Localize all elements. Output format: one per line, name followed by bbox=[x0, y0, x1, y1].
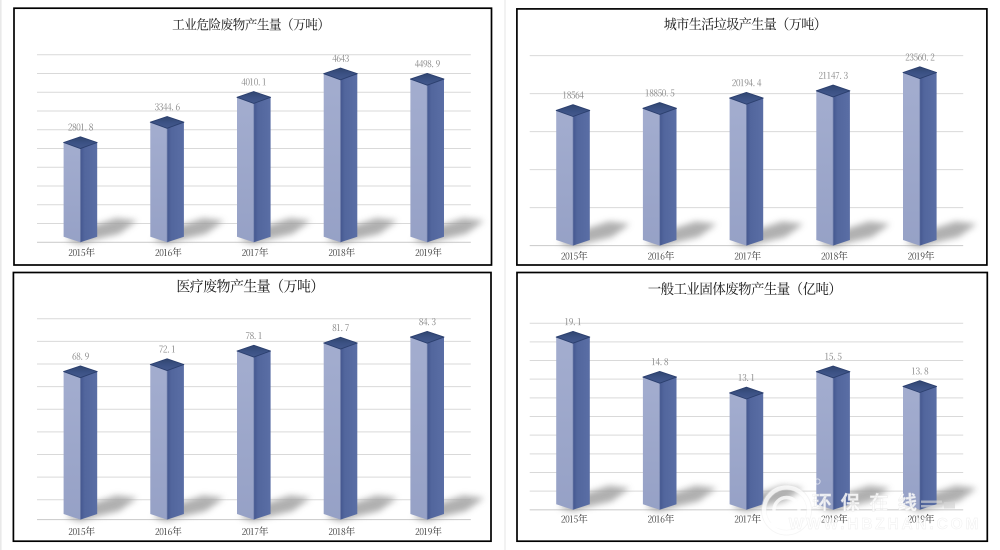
svg-text:WWW.HBZHAN.COM: WWW.HBZHAN.COM bbox=[789, 516, 981, 533]
